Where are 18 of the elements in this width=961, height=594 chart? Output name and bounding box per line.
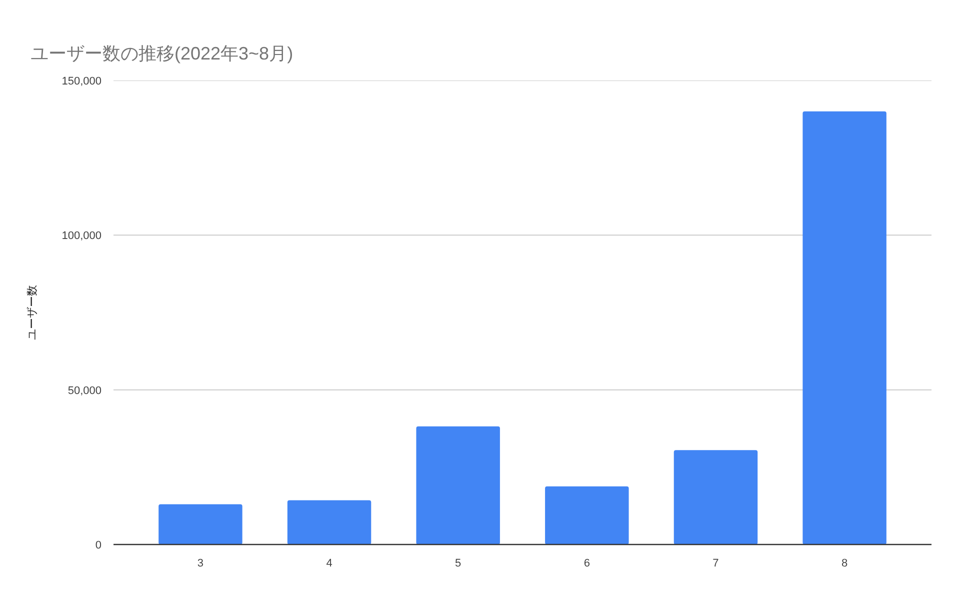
bar (545, 486, 629, 544)
y-axis-title: ユーザー数 (26, 285, 39, 340)
x-tick-label: 5 (455, 558, 462, 570)
bar (158, 504, 242, 544)
x-tick-label: 4 (326, 558, 332, 570)
y-tick-label: 0 (95, 540, 102, 552)
y-tick-label: 150,000 (62, 76, 102, 88)
x-tick-label: 8 (841, 558, 848, 570)
bar (674, 450, 758, 544)
y-tick-label: 100,000 (62, 230, 102, 242)
bar (416, 426, 500, 544)
bar (802, 111, 886, 544)
bar (287, 500, 372, 544)
x-tick-label: 7 (712, 558, 719, 570)
x-tick-label: 3 (197, 558, 204, 570)
chart-title: ユーザー数の推移(2022年3~8月) (30, 44, 294, 64)
y-tick-label: 50,000 (68, 384, 102, 397)
x-tick-label: 6 (584, 558, 590, 570)
